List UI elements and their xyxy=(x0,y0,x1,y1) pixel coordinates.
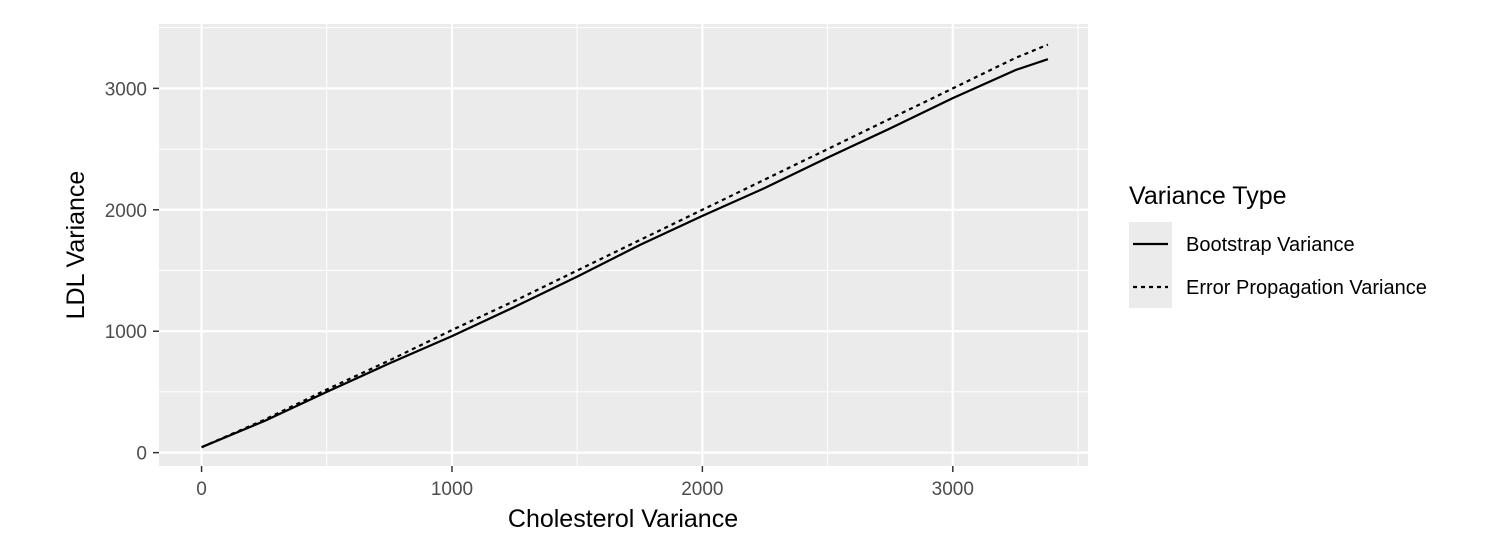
x-tick-label: 3000 xyxy=(932,479,974,500)
y-axis: 0 1000 2000 3000 xyxy=(105,79,159,465)
series-layer xyxy=(201,43,1049,449)
x-tick-label: 1000 xyxy=(431,479,473,500)
x-axis: 0 1000 2000 3000 xyxy=(196,466,974,500)
series-line-bootstrap-variance xyxy=(201,58,1049,449)
legend-title: Variance Type xyxy=(1129,182,1287,210)
grid-minor xyxy=(159,24,1088,466)
y-tick-label: 0 xyxy=(136,444,147,465)
legend-label-bootstrap: Bootstrap Variance xyxy=(1186,234,1355,256)
x-tick-label: 2000 xyxy=(681,479,723,500)
y-axis-title: LDL Variance xyxy=(62,171,90,320)
x-axis-title: Cholesterol Variance xyxy=(508,505,738,533)
y-tick-label: 3000 xyxy=(105,79,147,100)
legend-label-error-propagation: Error Propagation Variance xyxy=(1186,277,1427,299)
series-line-error-propagation-variance xyxy=(201,43,1049,449)
legend: Variance Type Bootstrap Variance Error P… xyxy=(1129,182,1427,308)
y-tick-label: 1000 xyxy=(105,322,147,343)
x-tick-label: 0 xyxy=(196,479,207,500)
grid-major xyxy=(159,24,1088,466)
y-tick-label: 2000 xyxy=(105,201,147,222)
